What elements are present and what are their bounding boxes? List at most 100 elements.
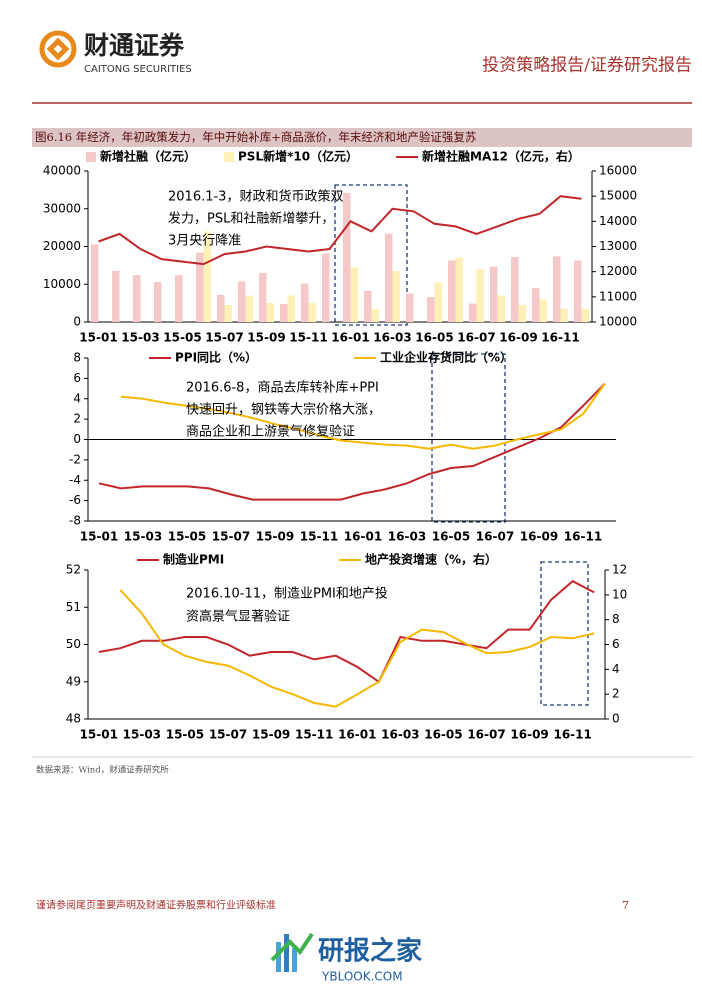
bar (489, 266, 498, 322)
x-tick-label: 16-03 (381, 728, 419, 742)
x-tick-label: 15-09 (252, 728, 290, 742)
annotation: 2016.1-3，财政和货币政策双 (168, 189, 343, 205)
bar (560, 308, 569, 322)
y-tick-label: 6 (73, 371, 81, 385)
bar (258, 272, 267, 322)
bar (476, 269, 485, 322)
figure-title: 图6.16 年经济，年初政策发力，年中开始补库+商品涨价，年末经济和地产验证强复… (35, 130, 476, 144)
legend-label: 新增社融（亿元） (100, 149, 196, 164)
x-tick-label: 16-11 (553, 728, 591, 742)
x-tick-label: 15-11 (289, 331, 327, 345)
x-tick-label: 15-05 (163, 331, 201, 345)
y2-tick-label: 13000 (599, 239, 637, 253)
y2-tick-label: 4 (612, 662, 620, 676)
x-tick-label: 15-01 (79, 331, 117, 345)
watermark-en: YBLOOK.COM (321, 970, 403, 984)
y-tick-label: -6 (69, 493, 81, 507)
figure-title-bar (32, 128, 692, 147)
y2-tick-label: 8 (612, 612, 620, 626)
bar (518, 305, 527, 322)
bar (300, 283, 309, 322)
y2-tick-label: 10000 (599, 315, 637, 329)
y2-tick-label: 2 (612, 687, 620, 701)
x-tick-label: 15-11 (295, 728, 333, 742)
report-type: 投资策略报告/证券研究报告 (482, 56, 692, 76)
bar (350, 267, 359, 322)
x-tick-label: 15-05 (166, 728, 204, 742)
x-tick-label: 15-11 (300, 530, 338, 544)
y-tick-label: 40000 (43, 164, 81, 178)
bar (363, 290, 372, 322)
logo-cn: 财通证券 (84, 31, 185, 60)
annotation: 快速回升，钢铁等大宗价格大涨， (186, 402, 381, 418)
bar (405, 293, 414, 322)
y-tick-label: 48 (66, 712, 81, 726)
annotation: 3月央行降准 (168, 234, 241, 249)
highlight-box (334, 184, 408, 326)
bar (153, 282, 162, 322)
x-tick-label: 16-01 (344, 530, 382, 544)
bar (342, 192, 351, 322)
bar (455, 257, 464, 322)
y2-tick-label: 12000 (599, 264, 637, 278)
y-tick-label: 0 (73, 315, 81, 329)
x-tick-label: 16-01 (331, 331, 369, 345)
bar (539, 299, 548, 322)
bar (426, 297, 435, 322)
x-tick-label: 15-03 (124, 530, 162, 544)
bar (384, 233, 393, 322)
bar (581, 308, 590, 322)
y2-tick-label: 12 (612, 563, 627, 577)
bar (174, 275, 183, 322)
x-tick-label: 16-05 (432, 530, 470, 544)
bar (195, 252, 204, 322)
y2-tick-label: 14000 (599, 214, 637, 228)
bar (468, 303, 477, 322)
x-tick-label: 15-03 (123, 728, 161, 742)
legend-swatch (86, 152, 96, 162)
x-tick-label: 15-01 (80, 530, 118, 544)
y2-tick-label: 0 (612, 712, 620, 726)
y-tick-label: 50 (66, 637, 81, 651)
bar (90, 244, 99, 322)
x-tick-label: 15-07 (212, 530, 250, 544)
bar (531, 288, 540, 322)
x-tick-label: 16-05 (424, 728, 462, 742)
legend-label: 地产投资增速（%，右） (365, 552, 497, 567)
legend-label: PSL新增*10（亿元） (238, 149, 358, 164)
annotation: 商品企业和上游景气修复验证 (186, 424, 355, 440)
watermark-cn: 研报之家 (318, 936, 422, 967)
line-series (98, 195, 582, 266)
x-tick-label: 15-07 (205, 331, 243, 345)
bar (287, 295, 296, 322)
annotation: 2016.10-11，制造业PMI和地产投 (186, 586, 388, 602)
annotation: 2016.6-8，商品去库转补库+PPI (186, 380, 379, 396)
y2-tick-label: 6 (612, 637, 620, 651)
line-series (119, 589, 595, 708)
x-tick-label: 15-05 (168, 530, 206, 544)
x-tick-label: 16-07 (457, 331, 495, 345)
y-tick-label: 49 (66, 674, 81, 688)
legend-label: PPI同比（%） (175, 350, 257, 365)
y-tick-label: 30000 (43, 201, 81, 215)
x-tick-label: 16-11 (564, 530, 602, 544)
y2-tick-label: 15000 (599, 189, 637, 203)
bar (266, 303, 275, 322)
y-tick-label: 8 (73, 351, 81, 365)
line-series (120, 382, 606, 450)
watermark-icon (270, 932, 314, 972)
line-series (98, 382, 606, 501)
legend-swatch (224, 152, 234, 162)
page-number: 7 (622, 899, 629, 912)
y-tick-label: 20000 (43, 239, 81, 253)
y-tick-label: 2 (73, 412, 81, 426)
x-tick-label: 16-09 (499, 331, 537, 345)
bar (203, 231, 212, 322)
logo-en: CAITONG SECURITIES (84, 64, 192, 75)
y-tick-label: 51 (66, 600, 81, 614)
bar (216, 294, 225, 322)
y-tick-label: 52 (66, 563, 81, 577)
x-tick-label: 15-03 (121, 331, 159, 345)
legend-label: 工业企业存货同比（%） (380, 350, 512, 365)
